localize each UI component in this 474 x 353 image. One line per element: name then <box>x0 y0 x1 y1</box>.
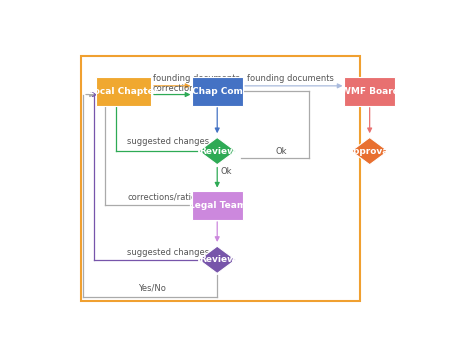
FancyBboxPatch shape <box>192 191 243 220</box>
Text: founding documents: founding documents <box>153 73 240 83</box>
Text: Local Chapter: Local Chapter <box>89 87 159 96</box>
Text: WMF Board: WMF Board <box>341 87 399 96</box>
Text: corrections/rationale: corrections/rationale <box>153 83 240 92</box>
Text: Approval: Approval <box>347 146 392 156</box>
FancyBboxPatch shape <box>96 77 151 106</box>
FancyBboxPatch shape <box>344 77 395 106</box>
Text: corrections/rationale: corrections/rationale <box>127 192 214 201</box>
Text: suggested changes: suggested changes <box>127 248 210 257</box>
Polygon shape <box>199 137 236 164</box>
Text: Yes/No: Yes/No <box>138 284 166 293</box>
Text: founding documents: founding documents <box>246 73 334 83</box>
Text: Ok: Ok <box>276 147 288 156</box>
Text: Ok: Ok <box>220 167 232 175</box>
FancyBboxPatch shape <box>192 77 243 106</box>
Polygon shape <box>351 137 388 164</box>
Polygon shape <box>199 246 236 273</box>
Text: suggested changes: suggested changes <box>127 137 210 146</box>
Text: Review: Review <box>199 146 236 156</box>
Text: Chap Com: Chap Com <box>192 87 243 96</box>
Text: Legal Team: Legal Team <box>189 201 246 210</box>
Text: Review: Review <box>199 255 236 264</box>
